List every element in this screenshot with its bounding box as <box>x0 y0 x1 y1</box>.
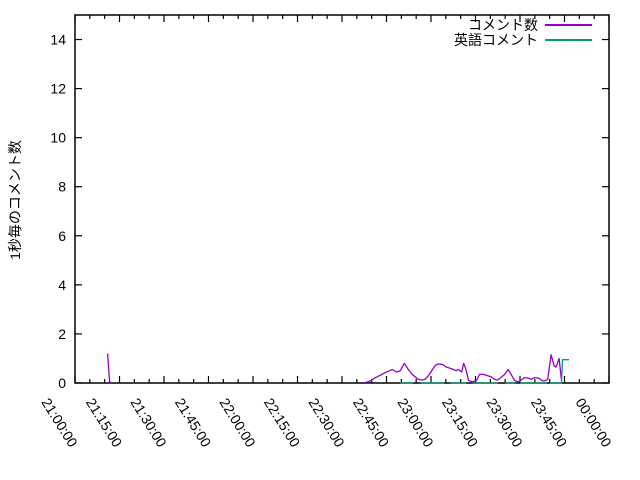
y-axis-tick-label: 10 <box>50 130 66 146</box>
x-axis-tick-label: 00:00:00 <box>572 395 615 450</box>
y-axis-tick-label: 4 <box>58 277 66 293</box>
y-axis-title: 1秒毎のコメント数 <box>7 140 23 260</box>
y-axis-tick-label: 0 <box>58 375 66 391</box>
y-axis-tick-label: 14 <box>50 32 66 48</box>
legend-entry-comment-count: コメント数 <box>400 16 592 33</box>
x-axis-tick-label: 22:15:00 <box>261 395 304 450</box>
x-axis-tick-label: 23:30:00 <box>483 395 526 450</box>
x-axis-tick-label: 21:00:00 <box>38 395 81 450</box>
series-line-english-comment <box>549 359 569 384</box>
plot-border <box>74 14 610 384</box>
x-axis-tick-label: 21:45:00 <box>172 395 215 450</box>
x-axis-tick-label: 21:30:00 <box>127 395 170 450</box>
x-axis-tick-label: 23:15:00 <box>439 395 482 450</box>
x-axis-tick-label: 22:30:00 <box>305 395 348 450</box>
legend: コメント数 英語コメント <box>400 16 592 48</box>
x-axis-tick-label: 22:00:00 <box>216 395 259 450</box>
x-axis-tick-label: 21:15:00 <box>83 395 126 450</box>
series-line-comment-count <box>106 353 113 384</box>
x-axis-tick-label: 23:45:00 <box>528 395 571 450</box>
y-axis-tick-label: 12 <box>50 81 66 97</box>
y-axis-tick-label: 8 <box>58 179 66 195</box>
x-axis-tick-label: 23:00:00 <box>394 395 437 450</box>
y-axis-tick-label: 2 <box>58 326 66 342</box>
y-axis-tick-label: 6 <box>58 228 66 244</box>
series-line-comment-count <box>365 354 563 384</box>
x-axis-tick-label: 22:45:00 <box>350 395 393 450</box>
legend-label-english-comment: 英語コメント <box>454 31 538 48</box>
legend-entry-english-comment: 英語コメント <box>400 31 592 48</box>
legend-line-sample-comment-count <box>545 23 592 26</box>
legend-label-comment-count: コメント数 <box>468 16 538 33</box>
legend-line-sample-english-comment <box>545 38 592 41</box>
